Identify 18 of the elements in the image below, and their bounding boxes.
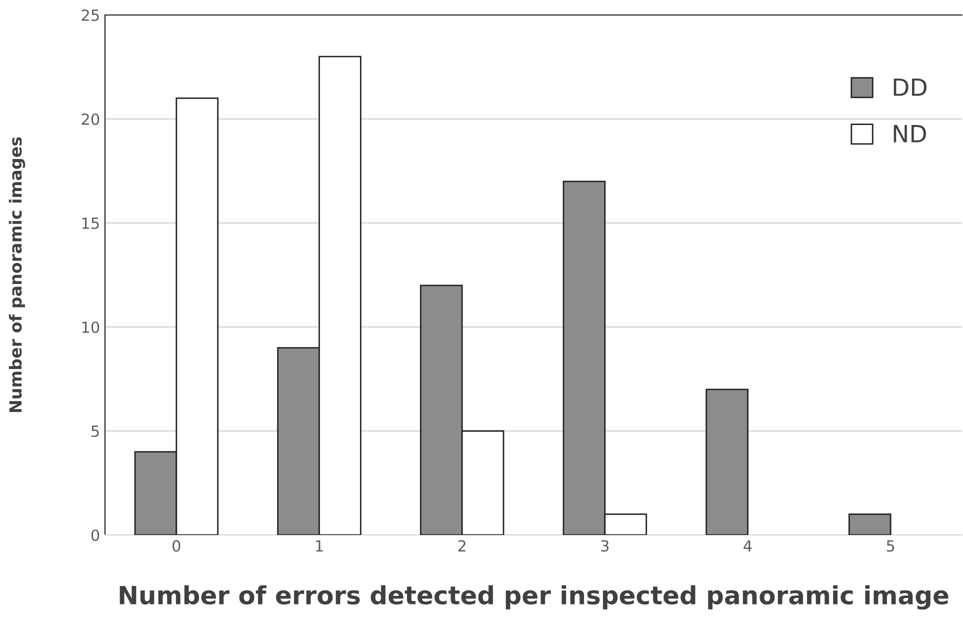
y-tick-label: 25 bbox=[82, 9, 99, 22]
x-tick-label: 4 bbox=[744, 540, 752, 552]
y-tick-label: 0 bbox=[91, 529, 100, 542]
y-tick-label: 20 bbox=[82, 113, 100, 126]
x-tick-label: 2 bbox=[458, 540, 466, 552]
x-tick-label: 0 bbox=[172, 540, 180, 552]
x-tick-label: 1 bbox=[316, 540, 323, 552]
y-tick-label: 10 bbox=[82, 321, 100, 334]
legend-label: ND bbox=[894, 125, 926, 142]
x-tick-label: 3 bbox=[601, 540, 609, 552]
y-axis-title: Number of panoramic images bbox=[8, 137, 26, 412]
y-tick-label: 15 bbox=[82, 218, 99, 230]
x-tick-label: 5 bbox=[886, 540, 894, 552]
x-axis-title: Number of errors detected per inspected panoramic image bbox=[120, 585, 948, 610]
bar bbox=[706, 388, 748, 535]
y-tick-label: 5 bbox=[92, 426, 99, 438]
bar bbox=[848, 514, 892, 535]
legend-label: DD bbox=[894, 78, 926, 96]
